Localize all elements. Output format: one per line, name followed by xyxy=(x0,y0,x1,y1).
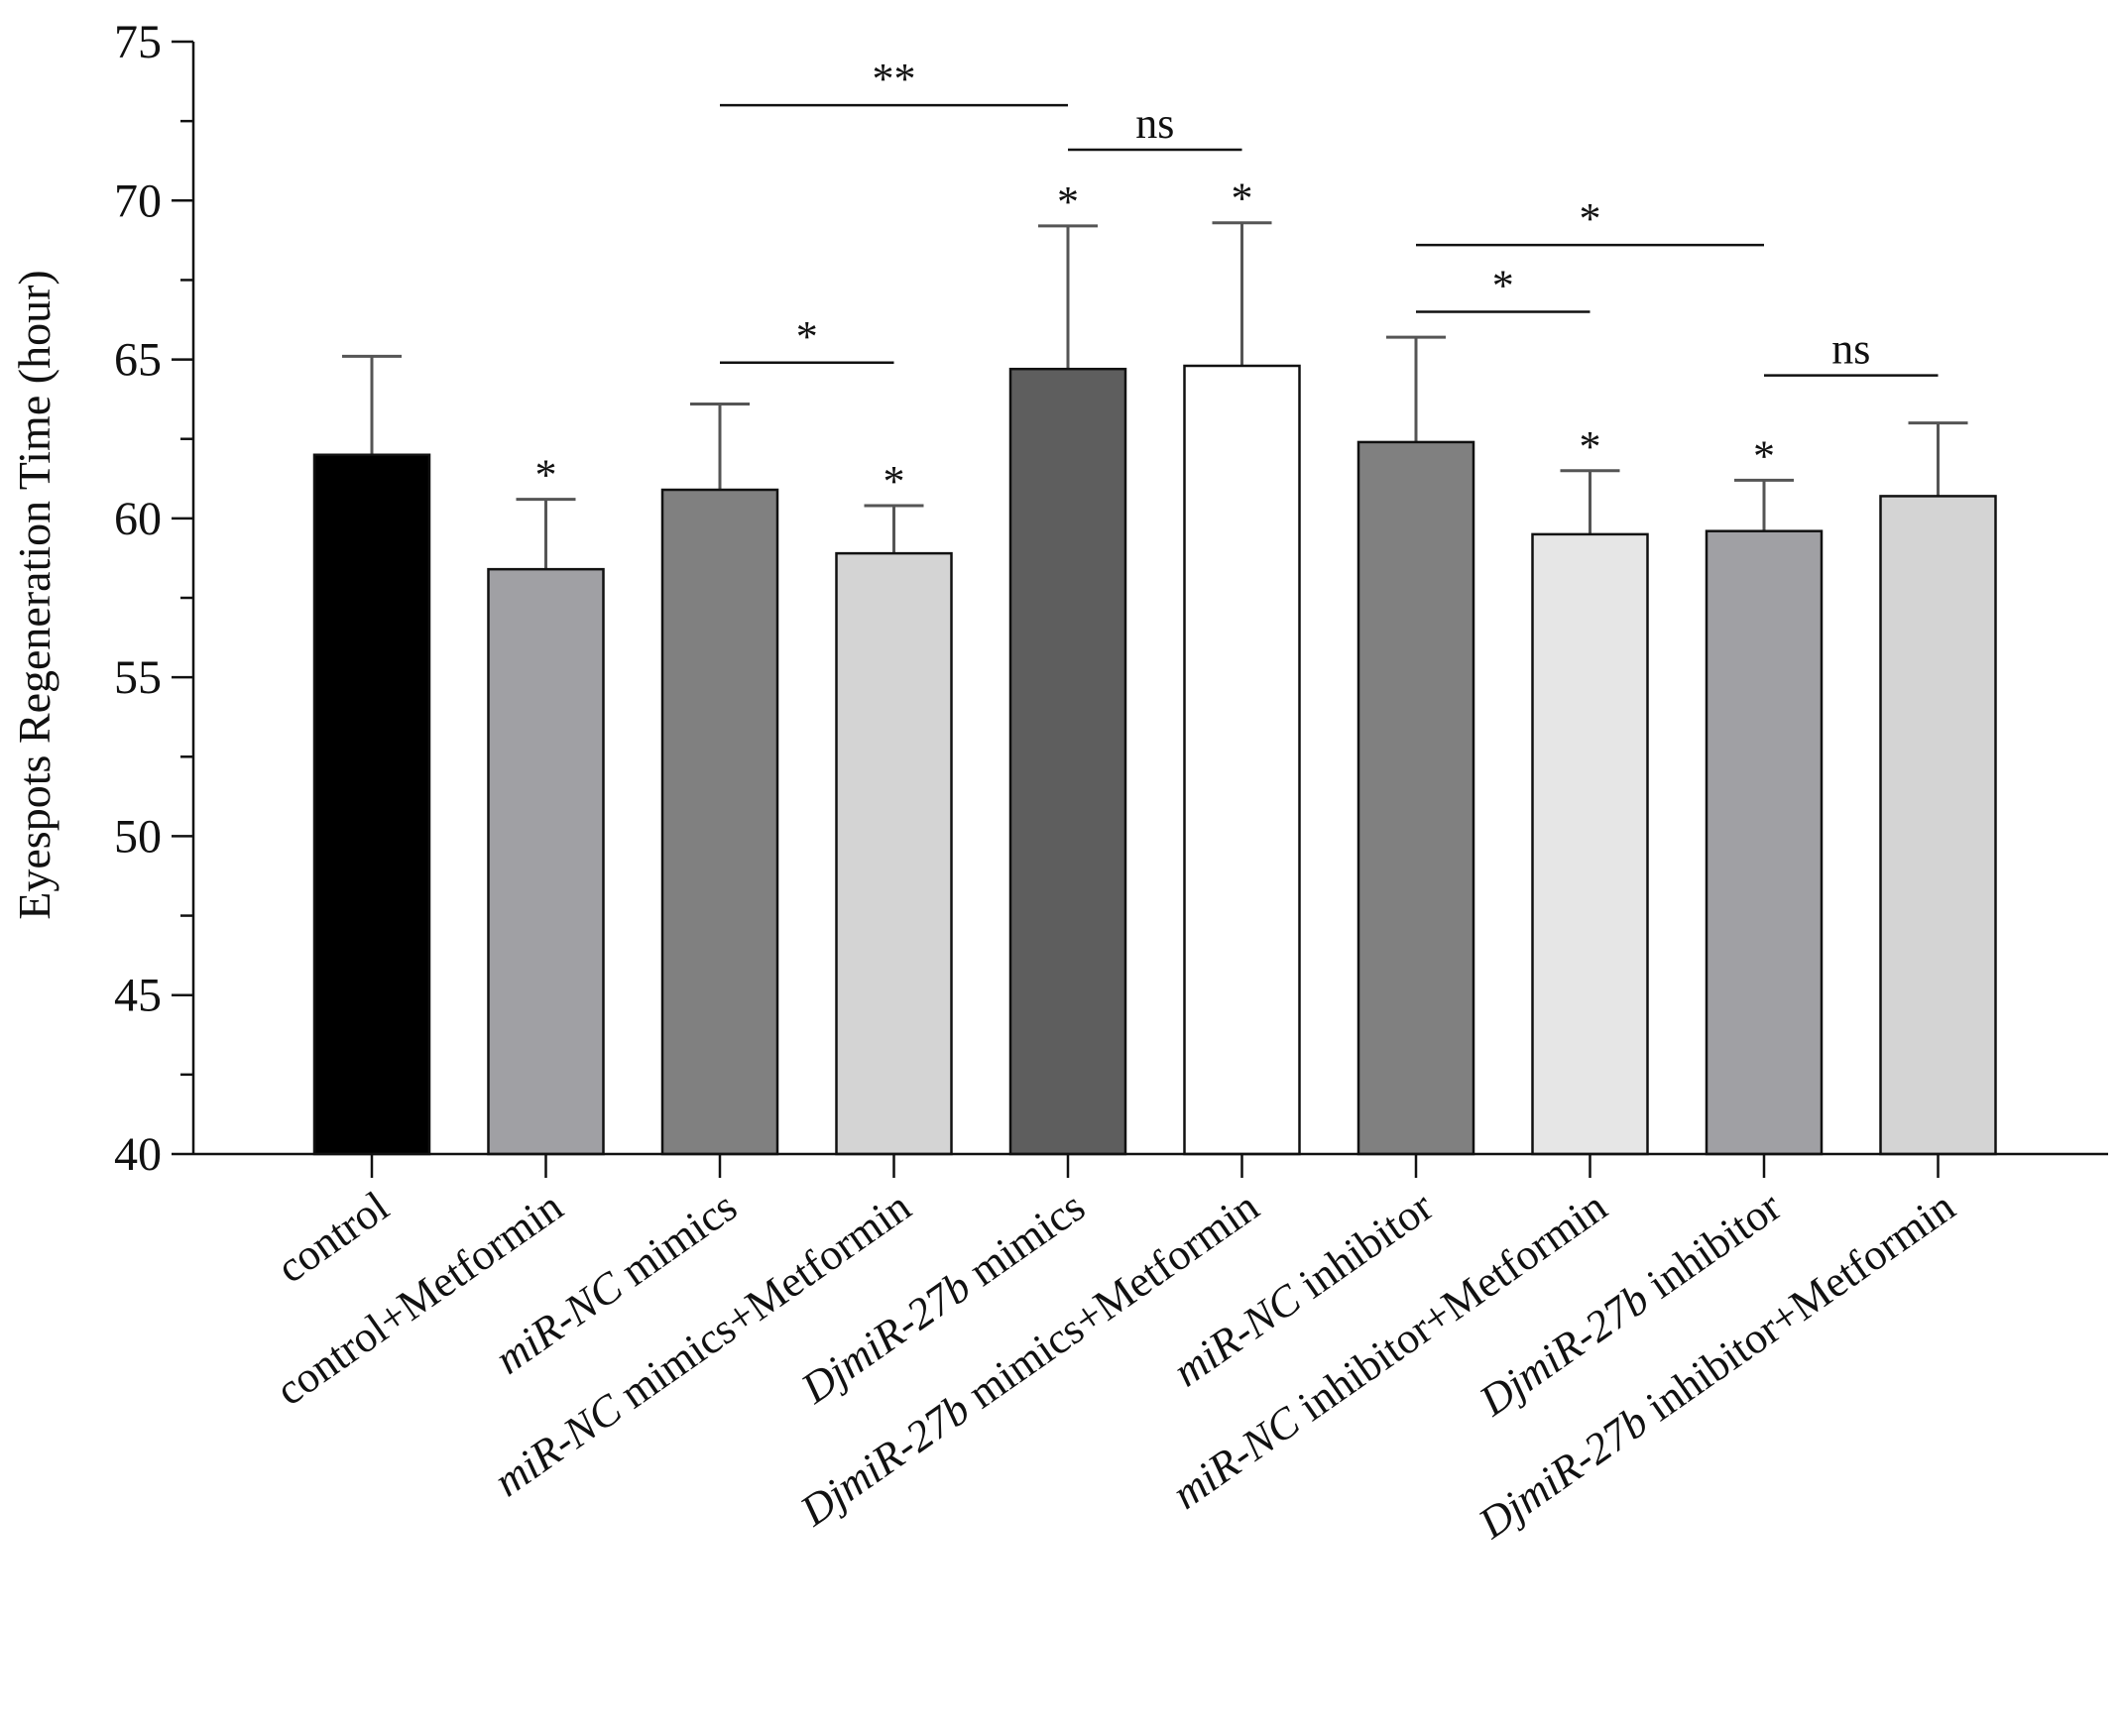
category-label: DjmiR-27b inhibitor xyxy=(1470,1182,1790,1426)
bar xyxy=(1356,440,1475,1156)
comparison-label: * xyxy=(796,312,818,361)
comparison-label: ** xyxy=(873,55,916,103)
y-tick-label: 55 xyxy=(114,651,162,704)
y-tick-label: 45 xyxy=(114,970,162,1022)
y-tick-label: 60 xyxy=(114,493,162,545)
bar xyxy=(1183,364,1301,1156)
bar xyxy=(1531,532,1649,1156)
significance-mark: * xyxy=(1232,174,1253,223)
y-tick-label: 70 xyxy=(114,174,162,227)
bar xyxy=(660,488,779,1156)
bars: * * * * * * xyxy=(312,174,1997,1156)
significance-mark: * xyxy=(1580,422,1601,471)
y-axis: 40 45 50 55 60 65 70 75 xyxy=(114,16,195,1181)
category-label: DjmiR-27b mimics xyxy=(791,1182,1093,1413)
bar xyxy=(1008,367,1127,1156)
y-tick-label: 40 xyxy=(114,1128,162,1181)
category-label: control xyxy=(269,1182,398,1293)
y-axis-title: Eyespots Regeneration Time (hour) xyxy=(9,270,59,919)
significance-mark: * xyxy=(884,457,905,506)
y-tick-label: 75 xyxy=(114,16,162,68)
comparison-label: * xyxy=(1492,261,1514,309)
bar xyxy=(1705,529,1824,1156)
y-tick-label: 50 xyxy=(114,810,162,863)
significance-mark: * xyxy=(1753,431,1775,480)
comparison-label: ns xyxy=(1135,99,1174,148)
bar xyxy=(835,551,953,1156)
significance-mark: * xyxy=(535,451,557,500)
y-tick-label: 65 xyxy=(114,334,162,387)
category-label: control+Metformin xyxy=(268,1182,572,1415)
bar xyxy=(487,567,605,1156)
x-axis xyxy=(193,1152,2108,1178)
comparison-label: * xyxy=(1580,194,1601,243)
bar xyxy=(1879,495,1997,1156)
significance-brackets: **ns***ns xyxy=(720,55,1939,377)
bar xyxy=(312,453,431,1156)
comparison-label: ns xyxy=(1831,325,1870,374)
significance-mark: * xyxy=(1057,177,1079,226)
